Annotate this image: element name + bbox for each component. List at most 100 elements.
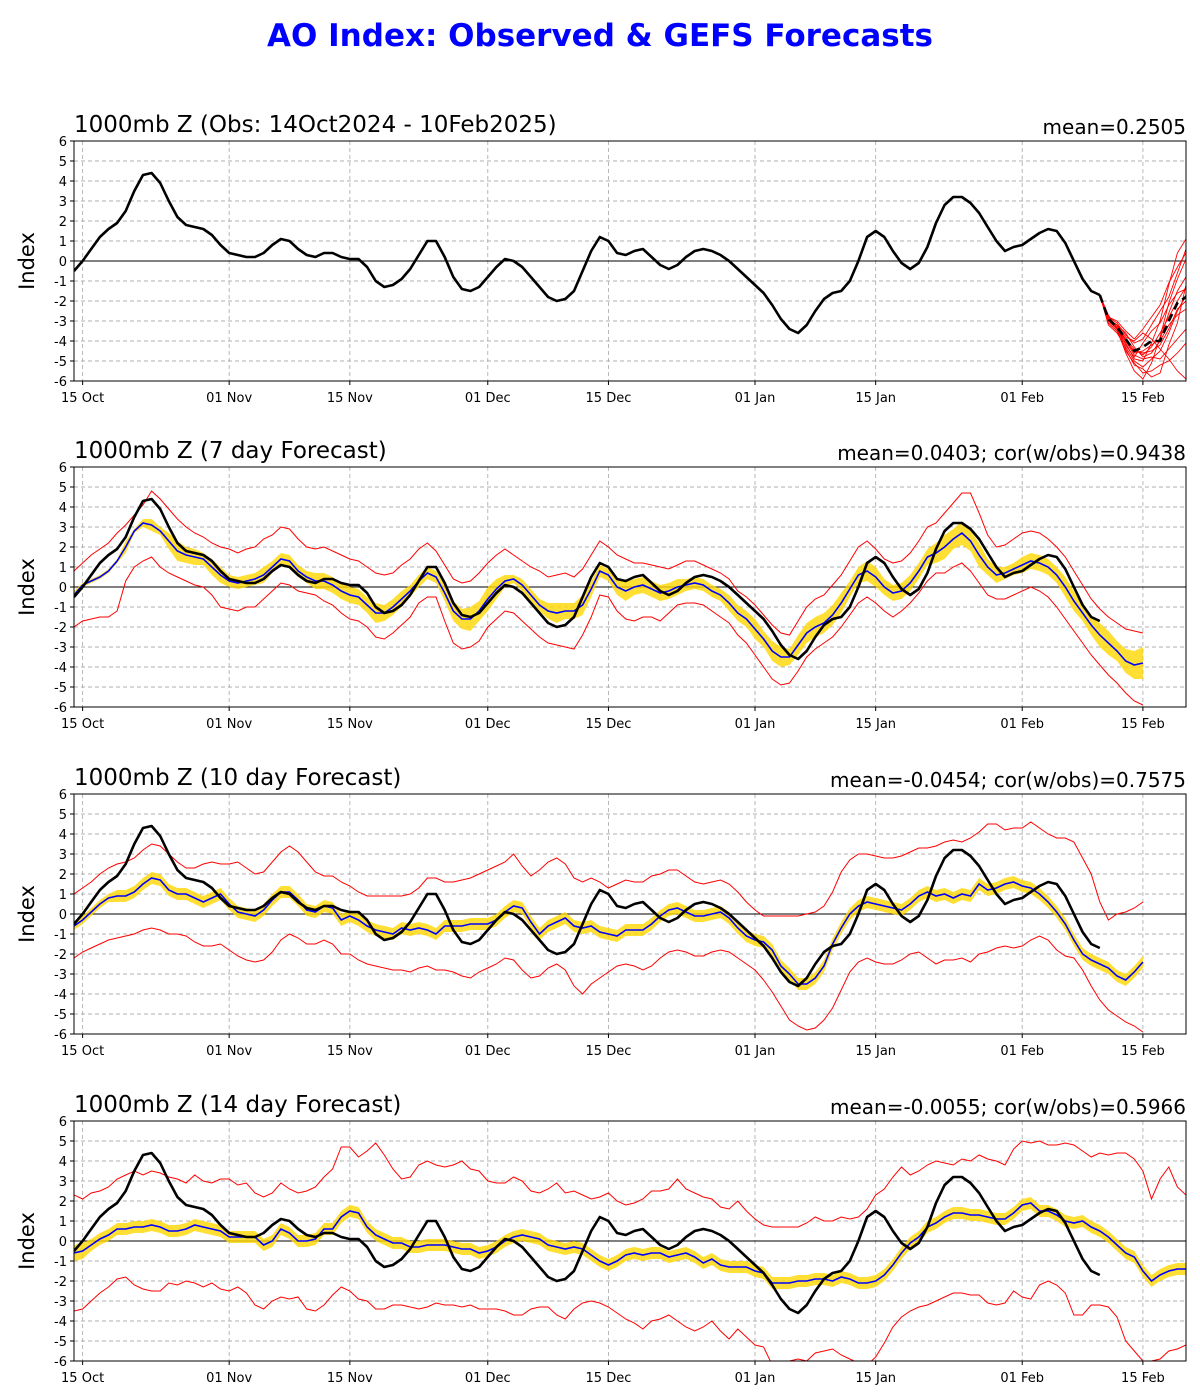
- x-tick-label: 01 Feb: [1000, 1371, 1044, 1386]
- x-tick-label: 15 Nov: [327, 717, 373, 732]
- y-tick-label: 3: [59, 1175, 67, 1190]
- panel-stat: mean=0.0403; cor(w/obs)=0.9438: [837, 441, 1186, 465]
- panel-title: 1000mb Z (14 day Forecast): [74, 1092, 401, 1118]
- plot-area: [74, 490, 1144, 706]
- y-tick-label: -2: [54, 1275, 67, 1290]
- panel-title: 1000mb Z (Obs: 14Oct2024 - 10Feb2025): [74, 112, 557, 138]
- x-tick-label: 01 Nov: [206, 1044, 252, 1059]
- y-tick-label: 4: [59, 501, 67, 516]
- y-tick-label: 5: [59, 155, 67, 170]
- x-tick-label: 01 Feb: [1000, 717, 1044, 732]
- x-tick-label: 15 Dec: [586, 1044, 632, 1059]
- ensemble-min-line: [74, 927, 1144, 1033]
- ensemble-spread-band: [74, 872, 1143, 990]
- y-axis-label: Index: [15, 1212, 39, 1270]
- observed-line: [74, 1151, 1101, 1315]
- y-tick-label: 5: [59, 1135, 67, 1150]
- y-tick-label: 6: [59, 1115, 67, 1130]
- y-tick-label: -5: [54, 681, 67, 696]
- y-tick-label: 4: [59, 828, 67, 843]
- x-tick-label: 15 Jan: [855, 717, 896, 732]
- observed-line: [74, 497, 1101, 661]
- x-tick-label: 15 Feb: [1121, 1371, 1165, 1386]
- x-tick-label: 01 Nov: [206, 1371, 252, 1386]
- x-tick-label: 15 Dec: [586, 1371, 632, 1386]
- y-tick-label: -1: [54, 601, 67, 616]
- x-tick-label: 01 Dec: [465, 391, 511, 406]
- y-axis-label: Index: [15, 232, 39, 290]
- y-tick-label: 1: [59, 888, 67, 903]
- axes-frame: [73, 466, 1187, 708]
- y-tick-label: -1: [54, 928, 67, 943]
- x-tick-label: 01 Dec: [465, 1044, 511, 1059]
- panel-10-day-forecast: 1000mb Z (10 day Forecast) mean=-0.0454; …: [15, 765, 1187, 1059]
- y-tick-label: 6: [59, 461, 67, 476]
- ensemble-member-line: [1099, 294, 1186, 368]
- y-tick-label: 2: [59, 868, 67, 883]
- ensemble-min-line: [74, 1276, 1186, 1361]
- y-tick-label: 1: [59, 561, 67, 576]
- panel-title: 1000mb Z (10 day Forecast): [74, 765, 401, 791]
- y-tick-label: -6: [54, 1355, 67, 1370]
- x-tick-label: 15 Oct: [61, 1371, 104, 1386]
- x-tick-label: 01 Jan: [735, 391, 776, 406]
- ensemble-spread-band: [74, 1197, 1186, 1289]
- axes-frame: [73, 793, 1187, 1035]
- panel-stat: mean=0.2505: [1043, 115, 1186, 139]
- y-tick-label: 0: [59, 255, 67, 270]
- y-tick-label: 3: [59, 521, 67, 536]
- x-tick-label: 01 Jan: [735, 1044, 776, 1059]
- panel-7-day-forecast: 1000mb Z (7 day Forecast) mean=0.0403; co…: [15, 438, 1187, 732]
- y-tick-label: 4: [59, 175, 67, 190]
- figure-title: AO Index: Observed & GEFS Forecasts: [267, 18, 933, 54]
- ensemble-member-line: [1099, 247, 1186, 344]
- ensemble-member-line: [1099, 288, 1186, 358]
- y-tick-label: -2: [54, 621, 67, 636]
- ensemble-member-line: [1099, 294, 1186, 354]
- y-tick-label: 3: [59, 195, 67, 210]
- ensemble-mean-line: [74, 877, 1144, 985]
- y-tick-label: 6: [59, 135, 67, 150]
- ensemble-max-line: [74, 490, 1144, 636]
- ensemble-mean-line: [74, 1202, 1186, 1284]
- y-tick-label: -4: [54, 1315, 67, 1330]
- panel-observed: 1000mb Z (Obs: 14Oct2024 - 10Feb2025) mea…: [15, 112, 1187, 406]
- x-tick-label: 15 Jan: [855, 1044, 896, 1059]
- y-tick-label: 0: [59, 1235, 67, 1250]
- ensemble-min-line: [74, 556, 1144, 706]
- y-axis-label: Index: [15, 885, 39, 943]
- plot-area: [74, 1140, 1186, 1361]
- y-tick-label: -3: [54, 315, 67, 330]
- y-tick-label: -5: [54, 355, 67, 370]
- y-tick-label: 6: [59, 788, 67, 803]
- x-tick-label: 15 Dec: [586, 391, 632, 406]
- x-tick-label: 15 Feb: [1121, 717, 1165, 732]
- x-tick-label: 01 Jan: [735, 1371, 776, 1386]
- axes-frame: [73, 140, 1187, 382]
- x-tick-label: 01 Feb: [1000, 1044, 1044, 1059]
- x-tick-label: 15 Nov: [327, 391, 373, 406]
- ensemble-member-line: [1099, 294, 1186, 374]
- y-tick-label: 1: [59, 1215, 67, 1230]
- x-tick-label: 15 Feb: [1121, 1044, 1165, 1059]
- panel-14-day-forecast: 1000mb Z (14 day Forecast) mean=-0.0055; …: [15, 1092, 1187, 1386]
- y-tick-label: 1: [59, 235, 67, 250]
- y-tick-label: 5: [59, 808, 67, 823]
- x-tick-label: 15 Nov: [327, 1044, 373, 1059]
- y-tick-label: -3: [54, 641, 67, 656]
- panel-stat: mean=-0.0454; cor(w/obs)=0.7575: [830, 768, 1186, 792]
- ensemble-member-line: [1099, 276, 1186, 354]
- y-tick-label: -6: [54, 375, 67, 390]
- y-tick-label: -3: [54, 968, 67, 983]
- y-tick-label: -4: [54, 661, 67, 676]
- ensemble-member-line: [1099, 286, 1186, 356]
- y-tick-label: -2: [54, 295, 67, 310]
- observed-line: [74, 824, 1101, 988]
- y-tick-label: -5: [54, 1008, 67, 1023]
- y-tick-label: 2: [59, 1195, 67, 1210]
- ensemble-member-line: [1099, 258, 1186, 380]
- plot-area: [74, 821, 1144, 1033]
- y-tick-label: -1: [54, 1255, 67, 1270]
- y-tick-label: -1: [54, 275, 67, 290]
- y-tick-label: 2: [59, 215, 67, 230]
